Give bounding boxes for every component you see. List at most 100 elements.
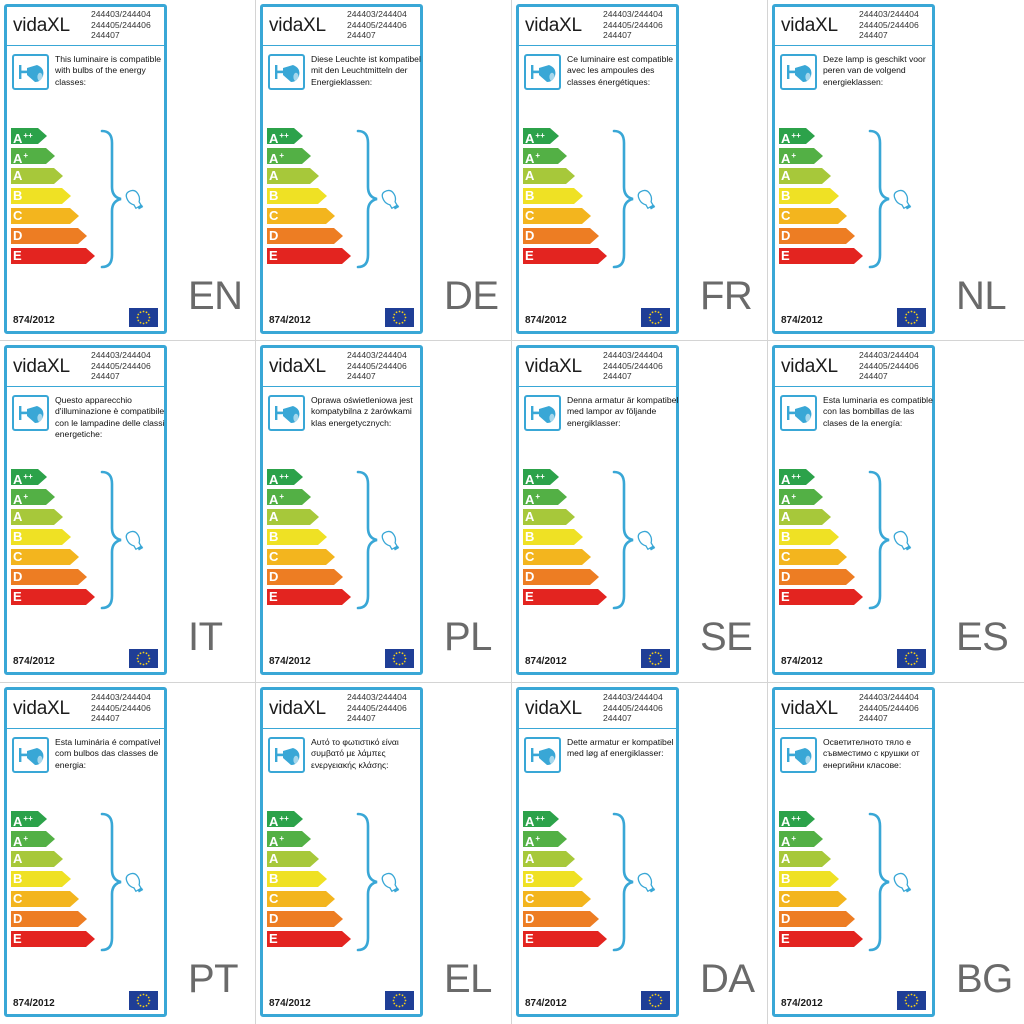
energy-bar: A++ <box>779 128 815 144</box>
class-superscript: + <box>791 151 797 160</box>
class-letter: E <box>269 931 278 946</box>
eu-stars <box>904 310 919 325</box>
energy-bar-letter: C <box>781 549 790 565</box>
energy-bar: E <box>523 589 607 605</box>
energy-bar: C <box>267 549 335 565</box>
light-bulb-icon <box>381 530 400 551</box>
label-header: vidaXL 244403/244404 244405/244406 24440… <box>775 690 932 729</box>
product-code: 244407 <box>347 30 376 41</box>
class-letter: A <box>781 472 791 487</box>
label-header: vidaXL 244403/244404 244405/244406 24440… <box>263 690 420 729</box>
energy-bar-letter: C <box>13 208 22 224</box>
product-code: 244405/244406 <box>859 19 919 30</box>
energy-bar-letter: A++ <box>13 128 33 147</box>
class-letter: A <box>525 131 535 146</box>
energy-bar: E <box>523 248 607 264</box>
class-letter: A <box>525 509 535 524</box>
eu-star <box>905 1002 908 1005</box>
eu-star <box>398 651 401 654</box>
eu-star <box>913 652 916 655</box>
eu-star <box>907 662 910 665</box>
energy-bar-letter: D <box>781 228 790 244</box>
class-letter: C <box>13 208 23 223</box>
eu-star <box>649 313 652 316</box>
class-superscript: + <box>791 834 797 843</box>
energy-bar: E <box>523 931 607 947</box>
class-letter: A <box>781 851 791 866</box>
energy-bar: C <box>779 891 847 907</box>
class-letter: A <box>13 472 23 487</box>
eu-stars <box>392 651 407 666</box>
energy-bar: D <box>11 228 87 244</box>
label-cell-da: vidaXL 244403/244404 244405/244406 24440… <box>512 683 768 1024</box>
product-codes: 244403/244404 244405/244406 244407 <box>347 9 425 41</box>
energy-bar-letter: A++ <box>269 469 289 488</box>
energy-bar-letter: A+ <box>269 489 284 508</box>
energy-bar-letter: E <box>525 931 534 947</box>
eu-star <box>660 999 663 1002</box>
product-code: 244405/244406 <box>347 702 407 713</box>
language-code: EL <box>444 957 492 1001</box>
product-code: 244405/244406 <box>91 702 151 713</box>
product-code: 244407 <box>347 371 376 382</box>
eu-stars <box>136 993 151 1008</box>
energy-bar-letter: B <box>13 871 22 887</box>
product-code: 244403/244404 <box>859 350 919 360</box>
eu-star <box>905 319 908 322</box>
label-header: vidaXL 244403/244404 244405/244406 24440… <box>519 7 676 46</box>
class-letter: C <box>781 891 791 906</box>
eu-star <box>910 663 913 666</box>
energy-bar-letter: C <box>13 891 22 907</box>
energy-bar: A+ <box>267 831 311 847</box>
energy-bar-letter: C <box>781 208 790 224</box>
energy-class-bars: A++ A+ A B C D E <box>11 128 111 268</box>
energy-bar: A++ <box>523 469 559 485</box>
eu-star <box>145 311 148 314</box>
class-letter: A <box>781 131 791 146</box>
eu-star <box>142 322 145 325</box>
eu-star <box>659 660 662 663</box>
class-letter: A <box>269 492 279 507</box>
energy-bar-letter: B <box>269 871 278 887</box>
class-letter: C <box>269 891 279 906</box>
eu-star <box>404 999 407 1002</box>
eu-flag-icon <box>641 649 670 668</box>
eu-star <box>905 660 908 663</box>
class-letter: A <box>269 151 279 166</box>
energy-bar-letter: A+ <box>781 489 796 508</box>
product-codes: 244403/244404 244405/244406 244407 <box>347 350 425 382</box>
eu-star <box>147 319 150 322</box>
class-superscript: ++ <box>535 131 545 140</box>
eu-star <box>136 657 139 660</box>
energy-bar-letter: B <box>525 871 534 887</box>
eu-star <box>398 663 401 666</box>
energy-bar: C <box>779 549 847 565</box>
spotlight-lamp-icon <box>268 395 305 431</box>
energy-bar: A <box>267 168 319 184</box>
class-superscript: ++ <box>279 814 289 823</box>
eu-star <box>145 652 148 655</box>
spotlight-lamp-icon <box>12 395 49 431</box>
eu-star <box>403 660 406 663</box>
energy-bar: A++ <box>11 128 47 144</box>
eu-star <box>910 651 913 654</box>
product-codes: 244403/244404 244405/244406 244407 <box>603 9 681 41</box>
eu-star <box>398 1005 401 1008</box>
energy-bar-letter: B <box>781 529 790 545</box>
regulation-number: 874/2012 <box>13 998 55 1009</box>
curly-brace <box>612 470 656 610</box>
eu-star <box>649 319 652 322</box>
energy-bar-letter: A+ <box>781 831 796 850</box>
spotlight-lamp-icon <box>268 54 305 90</box>
energy-label: vidaXL 244403/244404 244405/244406 24440… <box>772 687 935 1017</box>
product-code: 244407 <box>859 371 888 382</box>
eu-star <box>145 321 148 324</box>
energy-bar: B <box>11 188 71 204</box>
energy-bar: B <box>779 529 839 545</box>
energy-bar-letter: D <box>269 569 278 585</box>
class-letter: B <box>13 871 23 886</box>
light-bulb-icon <box>637 530 656 551</box>
eu-star <box>147 996 150 999</box>
energy-label: vidaXL 244403/244404 244405/244406 24440… <box>4 4 167 334</box>
brand-name: vidaXL <box>525 698 582 719</box>
